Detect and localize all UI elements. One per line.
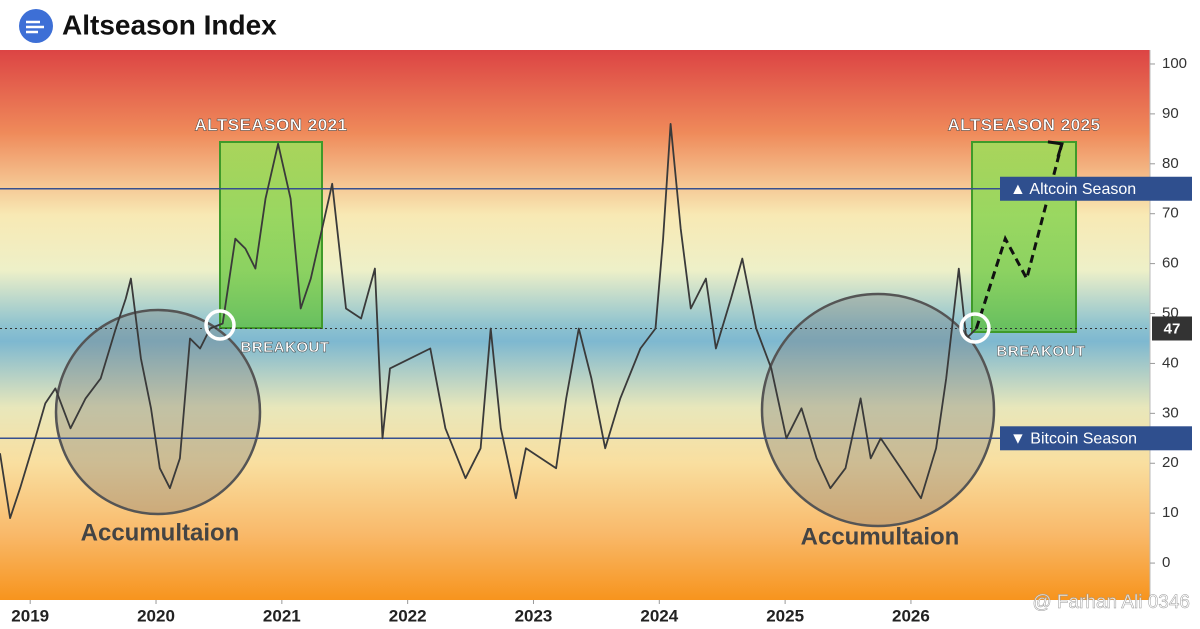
last-value-label: 47 bbox=[1164, 320, 1181, 337]
altseason-box bbox=[971, 141, 1077, 333]
breakout-marker bbox=[959, 312, 991, 344]
accumulation-circle bbox=[54, 308, 262, 516]
accumulation-circle bbox=[760, 292, 996, 528]
x-tick-label: 2026 bbox=[892, 606, 930, 625]
y-tick-label: 60 bbox=[1162, 255, 1179, 272]
breakout-marker bbox=[204, 309, 236, 341]
annotation: ALTSEASON 2025 bbox=[947, 115, 1100, 134]
line bbox=[0, 123, 978, 519]
y-tick-label: 0 bbox=[1162, 554, 1170, 571]
projection-arrowhead bbox=[1047, 140, 1064, 158]
y-tick-label: 10 bbox=[1162, 504, 1179, 521]
y-tick-label: 100 bbox=[1162, 55, 1187, 72]
y-tick-label: 90 bbox=[1162, 105, 1179, 122]
x-tick-label: 2022 bbox=[389, 606, 427, 625]
y-tick-label: 40 bbox=[1162, 354, 1179, 371]
annotation: Accumultaion bbox=[81, 519, 240, 546]
logo-mark bbox=[26, 20, 44, 34]
y-tick-label: 80 bbox=[1162, 155, 1179, 172]
annotation: BREAKOUT bbox=[997, 343, 1086, 360]
reference-label-box bbox=[1000, 176, 1192, 201]
y-tick-label: 30 bbox=[1162, 404, 1179, 421]
annotation: BREAKOUT bbox=[241, 339, 330, 356]
y-tick-label: 70 bbox=[1162, 205, 1179, 222]
watermark: @ Farhan Ali 0346 bbox=[1032, 592, 1190, 613]
reference-label: ▼ Bitcoin Season bbox=[1010, 431, 1137, 448]
x-tick-label: 2023 bbox=[515, 606, 553, 625]
annotation: Accumultaion bbox=[801, 523, 960, 550]
annotation: ALTSEASON 2021 bbox=[194, 115, 347, 134]
x-tick-label: 2020 bbox=[137, 606, 175, 625]
projection-line bbox=[974, 143, 1064, 329]
x-tick-label: 2025 bbox=[766, 606, 804, 625]
chart-title: Altseason Index bbox=[62, 9, 277, 40]
altseason-box bbox=[219, 141, 323, 329]
x-tick-label: 2019 bbox=[11, 606, 49, 625]
reference-label: ▲ Altcoin Season bbox=[1010, 181, 1136, 198]
reference-label-box bbox=[1000, 426, 1192, 451]
last-value-box bbox=[1152, 316, 1192, 341]
x-tick-label: 2021 bbox=[263, 606, 301, 625]
x-tick-label: 2024 bbox=[640, 606, 678, 625]
y-tick-label: 20 bbox=[1162, 454, 1179, 471]
